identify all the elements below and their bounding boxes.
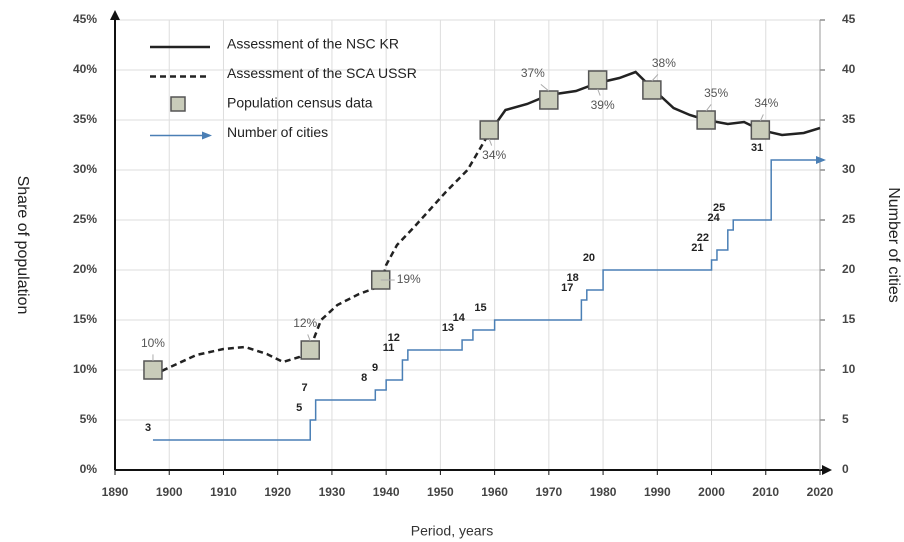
value-label: 38% (652, 56, 676, 70)
census-point (750, 120, 771, 140)
value-label: 19% (397, 272, 421, 286)
label-leader (705, 104, 712, 112)
x-tick-label: 1970 (535, 485, 562, 499)
cities-label: 21 (691, 242, 703, 254)
cities-label: 25 (713, 202, 725, 214)
y2-tick-label: 35 (842, 112, 856, 126)
value-label: 34% (482, 148, 506, 162)
x-tick-label: 1930 (319, 485, 346, 499)
y2-tick-label: 30 (842, 162, 856, 176)
x-axis-title: Period, years (411, 523, 493, 539)
step-line (152, 156, 826, 441)
x-tick-label: 1990 (644, 485, 671, 499)
y2-tick-label: 25 (842, 212, 856, 226)
census-point (300, 340, 320, 360)
label-leader (597, 88, 601, 96)
value-label: 35% (704, 86, 728, 100)
value-label: 10% (141, 336, 165, 350)
value-label: 39% (591, 98, 615, 112)
y-tick-label: 0% (80, 462, 98, 476)
census-point (539, 90, 559, 110)
value-label: 37% (521, 66, 545, 80)
cities-label: 12 (388, 332, 400, 344)
x-tick-label: 2000 (698, 485, 725, 499)
cities-label: 11 (383, 342, 395, 354)
y-tick-label: 45% (73, 12, 97, 26)
cities-label: 18 (567, 272, 579, 284)
y2-tick-label: 0 (842, 462, 849, 476)
cities-label: 17 (561, 282, 573, 294)
y-tick-label: 15% (73, 312, 97, 326)
y-tick-label: 30% (73, 162, 97, 176)
label-leader (651, 74, 659, 82)
label-leader (488, 138, 493, 146)
x-tick-label: 1900 (156, 485, 183, 499)
y2-tick-label: 20 (842, 262, 856, 276)
y2-tick-label: 15 (842, 312, 856, 326)
x-tick-label: 1890 (102, 485, 129, 499)
y2-tick-label: 40 (842, 62, 856, 76)
value-label: 12% (293, 316, 317, 330)
cities-label: 15 (474, 302, 486, 314)
census-point (587, 70, 608, 90)
y-tick-label: 20% (73, 262, 97, 276)
cities-label: 9 (372, 362, 378, 374)
cities-label: 31 (751, 142, 763, 154)
census-point (143, 360, 163, 380)
x-tick-label: 1940 (373, 485, 400, 499)
x-tick-label: 1920 (264, 485, 291, 499)
legend-swatch (170, 96, 186, 112)
cities-label: 13 (442, 322, 454, 334)
label-leader (759, 114, 764, 122)
y-tick-label: 5% (80, 412, 98, 426)
x-tick-label: 2020 (807, 485, 834, 499)
y2-tick-label: 10 (842, 362, 856, 376)
x-tick-label: 1960 (481, 485, 508, 499)
y2-tick-label: 45 (842, 12, 856, 26)
x-tick-label: 1980 (590, 485, 617, 499)
cities-label: 3 (145, 422, 151, 434)
legend-label: Assessment of the SCA USSR (227, 65, 417, 81)
y-axis-title: Share of population (14, 176, 31, 315)
cities-label: 14 (453, 312, 466, 324)
y2-tick-label: 5 (842, 412, 849, 426)
label-leader (540, 84, 550, 92)
y-tick-label: 10% (73, 362, 97, 376)
y-tick-label: 25% (73, 212, 97, 226)
label-leader (307, 334, 311, 342)
cities-label: 20 (583, 252, 595, 264)
line (152, 132, 491, 377)
y-tick-label: 40% (73, 62, 97, 76)
legend-label: Population census data (227, 95, 373, 111)
cities-label: 22 (697, 232, 709, 244)
census-point (642, 80, 662, 100)
y-tick-label: 35% (73, 112, 97, 126)
cities-label: 8 (361, 372, 367, 384)
legend-label: Number of cities (227, 124, 328, 140)
value-label: 34% (754, 96, 778, 110)
legend-label: Assessment of the NSC KR (227, 36, 399, 52)
cities-label: 24 (708, 212, 721, 224)
census-point (696, 110, 716, 130)
y2-axis-title: Number of cities (885, 187, 902, 303)
census-point (479, 120, 499, 140)
cities-label: 7 (302, 382, 308, 394)
x-tick-label: 1910 (210, 485, 237, 499)
x-tick-label: 1950 (427, 485, 454, 499)
x-tick-label: 2010 (752, 485, 779, 499)
cities-label: 5 (296, 402, 302, 414)
